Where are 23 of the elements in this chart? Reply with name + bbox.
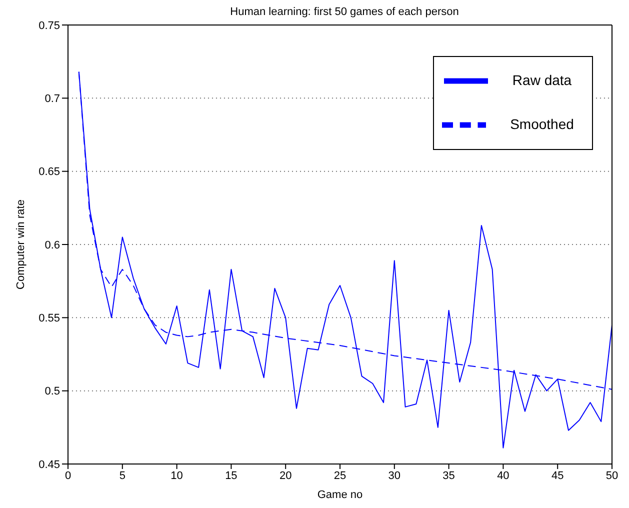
y-tick-label: 0.55 xyxy=(38,312,60,325)
x-tick-label: 50 xyxy=(606,470,618,482)
y-tick-label: 0.7 xyxy=(44,93,60,106)
x-tick-label: 25 xyxy=(334,470,346,482)
legend-label: Smoothed xyxy=(510,116,574,132)
x-tick-label: 30 xyxy=(388,470,401,482)
legend-label: Raw data xyxy=(512,72,572,88)
x-axis-title: Game no xyxy=(317,489,363,501)
x-tick-label: 45 xyxy=(551,470,564,482)
x-tick-label: 35 xyxy=(442,470,455,482)
x-tick-label: 0 xyxy=(64,470,72,482)
y-tick-label: 0.45 xyxy=(38,458,60,471)
y-tick-label: 0.6 xyxy=(44,239,60,252)
x-tick-label: 20 xyxy=(279,470,292,482)
x-tick-label: 15 xyxy=(225,470,238,482)
y-axis-title: Computer win rate xyxy=(14,200,27,290)
y-tick-label: 0.65 xyxy=(38,166,60,178)
y-tick-label: 0.5 xyxy=(44,386,60,398)
chart-title: Human learning: first 50 games of each person xyxy=(229,6,460,18)
y-tick-label: 0.75 xyxy=(38,20,60,32)
x-tick-label: 10 xyxy=(170,470,183,482)
x-tick-label: 5 xyxy=(119,470,126,482)
x-tick-label: 40 xyxy=(497,470,510,482)
